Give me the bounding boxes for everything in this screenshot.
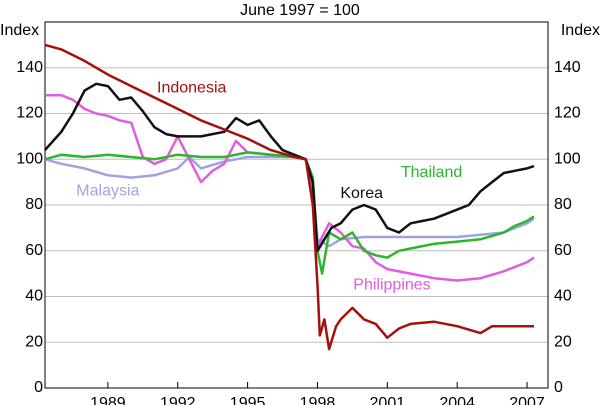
y-tick-label: 120 <box>16 105 43 122</box>
y-tick-label: 20 <box>25 333 43 350</box>
x-tick-label: 2007 <box>509 395 545 405</box>
chart-subtitle: June 1997 = 100 <box>240 2 360 19</box>
y2-tick-label: 20 <box>554 333 572 350</box>
series-line <box>44 43 534 351</box>
x-tick-label: 2004 <box>439 395 475 405</box>
y2-tick-label: 60 <box>554 242 572 259</box>
y-tick-label: 80 <box>25 196 43 213</box>
series-line <box>44 82 535 253</box>
x-tick-label: 2001 <box>370 395 406 405</box>
plot-frame <box>44 21 549 389</box>
x-tick-label: 1989 <box>90 395 126 405</box>
y-tick-label: 60 <box>25 242 43 259</box>
series-line <box>44 151 535 275</box>
series-label: Malaysia <box>76 182 139 199</box>
y2-tick-label: 120 <box>554 105 581 122</box>
y2-tick-label: 0 <box>554 379 563 396</box>
series-label: Philippines <box>353 276 430 293</box>
y-axis-label: Index <box>0 22 39 39</box>
x-tick-label: 1998 <box>300 395 336 405</box>
x-tick-label: 1995 <box>230 395 266 405</box>
y2-axis-label: Index <box>561 22 600 39</box>
series-label: Korea <box>340 185 383 202</box>
y-tick-label: 100 <box>16 150 43 167</box>
y-tick-label: 140 <box>16 59 43 76</box>
y2-tick-label: 40 <box>554 288 572 305</box>
y2-tick-label: 80 <box>554 196 572 213</box>
series-label: Indonesia <box>157 80 226 97</box>
y2-tick-label: 140 <box>554 59 581 76</box>
y-tick-label: 40 <box>25 288 43 305</box>
x-tick-label: 1992 <box>160 395 196 405</box>
series-label: Thailand <box>401 164 462 181</box>
y-tick-label: 0 <box>34 379 43 396</box>
y2-tick-label: 100 <box>554 150 581 167</box>
